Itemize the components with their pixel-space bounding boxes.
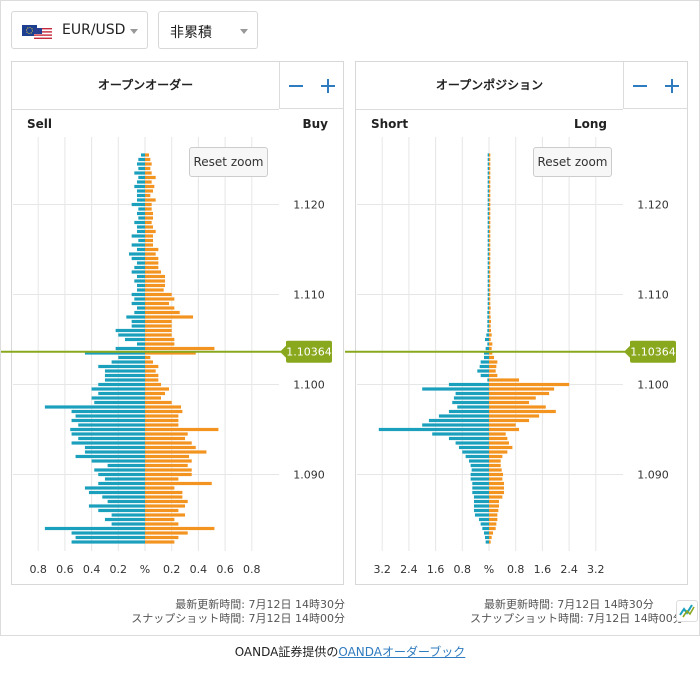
eu-us-flag-icon [22, 24, 52, 39]
snapshot-time: スナップショット時間: 7月12日 14時00分 [131, 612, 345, 625]
open-positions-panel: オープンポジション Short Long [355, 61, 688, 585]
long-label: Long [573, 117, 607, 131]
panel-title: オープンオーダー [12, 62, 279, 110]
mode-select-value: 非累積 [170, 25, 212, 41]
open-orders-panel: オープンオーダー Sell Buy [11, 61, 344, 585]
sell-label: Sell [27, 117, 53, 131]
zoom-out-button[interactable] [280, 62, 312, 109]
oanda-logo-icon[interactable] [676, 600, 698, 622]
plus-icon [665, 79, 679, 93]
currency-pair-select[interactable]: EUR/USD [11, 11, 148, 49]
divider [623, 62, 624, 109]
panel-title: オープンポジション [356, 62, 623, 110]
minus-icon [633, 85, 647, 87]
mode-select[interactable]: 非累積 [158, 11, 258, 49]
currency-pair-value: EUR/USD [62, 22, 126, 38]
buy-label: Buy [302, 117, 328, 131]
position-timestamps: 最新更新時間: 7月12日 14時30分 スナップショット時間: 7月12日 1… [470, 594, 699, 626]
plus-icon [321, 79, 335, 93]
updated-time: 最新更新時間: 7月12日 14時30分 [175, 598, 345, 611]
zoom-in-button[interactable] [656, 62, 688, 109]
snapshot-time: スナップショット時間: 7月12日 14時00分 [470, 612, 684, 625]
footer-note: OANDA証券提供のOANDAオーダーブック [0, 643, 700, 660]
updated-time: 最新更新時間: 7月12日 14時30分 [484, 598, 654, 611]
short-label: Short [371, 117, 409, 131]
chevron-down-icon [240, 29, 248, 34]
footer-prefix: OANDA証券提供の [234, 645, 339, 659]
reset-zoom-button[interactable]: Reset zoom [189, 147, 268, 177]
divider [279, 62, 280, 109]
minus-icon [289, 85, 303, 87]
oanda-orderbook-link[interactable]: OANDAオーダーブック [338, 645, 466, 659]
chevron-down-icon [130, 29, 138, 34]
zoom-out-button[interactable] [624, 62, 656, 109]
zoom-in-button[interactable] [312, 62, 344, 109]
reset-zoom-button[interactable]: Reset zoom [533, 147, 612, 177]
